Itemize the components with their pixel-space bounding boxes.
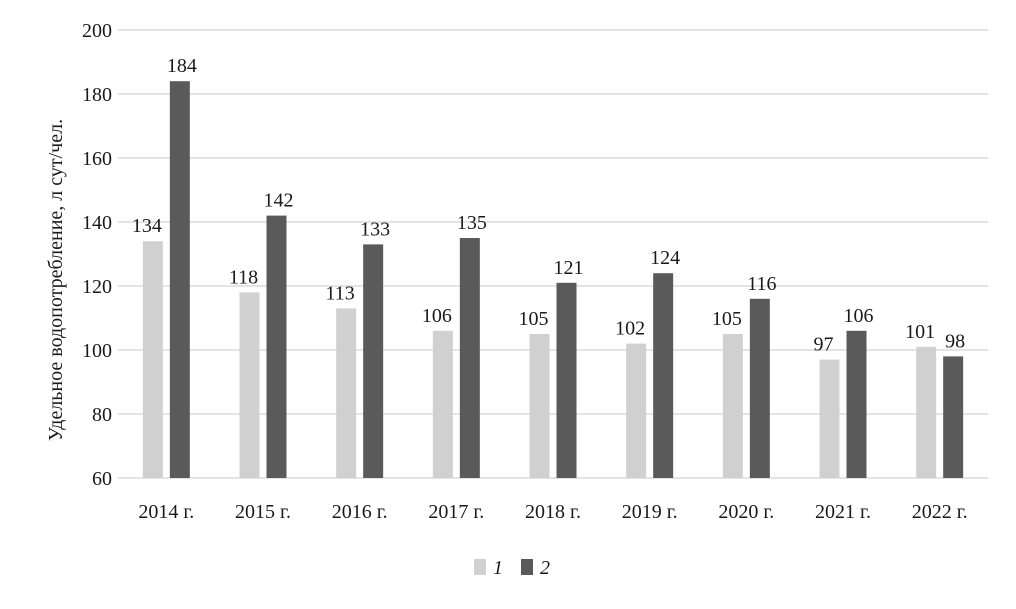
data-label: 134 [132,215,162,237]
data-label: 101 [905,321,935,343]
data-label: 121 [554,257,584,279]
x-tick-label: 2017 г. [428,501,484,523]
bar-series-1 [916,346,937,478]
bar-series-2 [363,244,384,478]
bar-series-1 [819,359,840,478]
x-axis-ticks: 2014 г. 2015 г. 2016 г. 2017 г. 2018 г. 2019 … [138,501,967,523]
bar-series-2 [459,238,480,478]
legend-label: 1 [493,557,503,579]
data-label: 97 [814,334,834,356]
y-tick-label: 120 [82,276,112,298]
y-tick-label: 200 [82,20,112,42]
data-labels: 1341841181421131331061351051211021241051… [132,55,965,355]
legend-swatch-2 [521,559,533,575]
x-tick-label: 2021 г. [815,501,871,523]
bars [142,81,964,478]
data-label: 116 [747,273,776,295]
y-tick-label: 100 [82,340,112,362]
bar-series-1 [432,330,453,478]
data-label: 106 [844,305,874,327]
legend-swatch-1 [474,559,486,575]
gridlines [118,29,988,479]
data-label: 142 [264,190,294,212]
bar-series-1 [722,334,743,478]
data-label: 105 [712,308,742,330]
data-label: 135 [457,212,487,234]
x-tick-label: 2016 г. [332,501,388,523]
bar-series-2 [556,282,577,478]
data-label: 124 [650,247,680,269]
x-tick-label: 2018 г. [525,501,581,523]
data-label: 118 [229,266,258,288]
bar-series-1 [239,292,260,478]
data-label: 98 [945,330,965,352]
y-axis-title: Удельное водопотребление, л сут/чел. [45,119,67,441]
bar-series-2 [749,298,770,478]
x-tick-label: 2015 г. [235,501,291,523]
y-axis-ticks: 60 80 100 120 140 160 180 200 [82,20,112,490]
bar-series-2 [169,81,190,478]
y-tick-label: 60 [92,468,112,490]
x-tick-label: 2019 г. [622,501,678,523]
data-label: 102 [615,318,645,340]
y-tick-label: 160 [82,148,112,170]
data-label: 133 [360,218,390,240]
bar-series-1 [336,308,357,478]
data-label: 113 [326,282,355,304]
bar-series-1 [142,241,163,478]
bar-series-2 [653,273,674,478]
y-tick-label: 140 [82,212,112,234]
y-tick-label: 80 [92,404,112,426]
data-label: 184 [167,55,197,77]
y-tick-label: 180 [82,84,112,106]
data-label: 105 [519,308,549,330]
legend-label: 2 [540,557,550,579]
x-tick-label: 2020 г. [718,501,774,523]
x-tick-label: 2014 г. [138,501,194,523]
bar-series-2 [846,330,867,478]
data-label: 106 [422,305,452,327]
bar-series-2 [266,215,287,478]
bar-series-2 [943,356,964,478]
bar-series-1 [626,343,647,478]
x-tick-label: 2022 г. [912,501,968,523]
bar-series-1 [529,334,550,478]
